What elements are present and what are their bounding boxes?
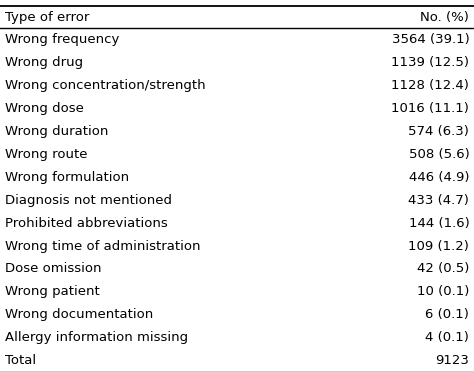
Text: 144 (1.6): 144 (1.6) (409, 217, 469, 230)
Text: Wrong route: Wrong route (5, 148, 87, 161)
Text: 6 (0.1): 6 (0.1) (425, 308, 469, 321)
Text: 9123: 9123 (436, 354, 469, 367)
Text: Allergy information missing: Allergy information missing (5, 331, 188, 344)
Text: 10 (0.1): 10 (0.1) (417, 285, 469, 298)
Text: Wrong documentation: Wrong documentation (5, 308, 153, 321)
Text: Total: Total (5, 354, 36, 367)
Text: Wrong frequency: Wrong frequency (5, 33, 119, 46)
Text: Wrong time of administration: Wrong time of administration (5, 240, 200, 253)
Text: Diagnosis not mentioned: Diagnosis not mentioned (5, 194, 172, 207)
Text: 574 (6.3): 574 (6.3) (409, 125, 469, 138)
Text: 42 (0.5): 42 (0.5) (417, 262, 469, 275)
Text: Wrong dose: Wrong dose (5, 102, 83, 115)
Text: 4 (0.1): 4 (0.1) (425, 331, 469, 344)
Text: 1139 (12.5): 1139 (12.5) (391, 56, 469, 69)
Text: 1128 (12.4): 1128 (12.4) (392, 79, 469, 92)
Text: Wrong duration: Wrong duration (5, 125, 108, 138)
Text: 1016 (11.1): 1016 (11.1) (392, 102, 469, 115)
Text: Prohibited abbreviations: Prohibited abbreviations (5, 217, 167, 230)
Text: Type of error: Type of error (5, 10, 89, 23)
Text: Dose omission: Dose omission (5, 262, 101, 275)
Text: Wrong drug: Wrong drug (5, 56, 83, 69)
Text: 3564 (39.1): 3564 (39.1) (392, 33, 469, 46)
Text: 109 (1.2): 109 (1.2) (409, 240, 469, 253)
Text: No. (%): No. (%) (420, 10, 469, 23)
Text: 433 (4.7): 433 (4.7) (409, 194, 469, 207)
Text: 446 (4.9): 446 (4.9) (409, 171, 469, 184)
Text: Wrong formulation: Wrong formulation (5, 171, 129, 184)
Text: Wrong concentration/strength: Wrong concentration/strength (5, 79, 205, 92)
Text: 508 (5.6): 508 (5.6) (409, 148, 469, 161)
Text: Wrong patient: Wrong patient (5, 285, 100, 298)
